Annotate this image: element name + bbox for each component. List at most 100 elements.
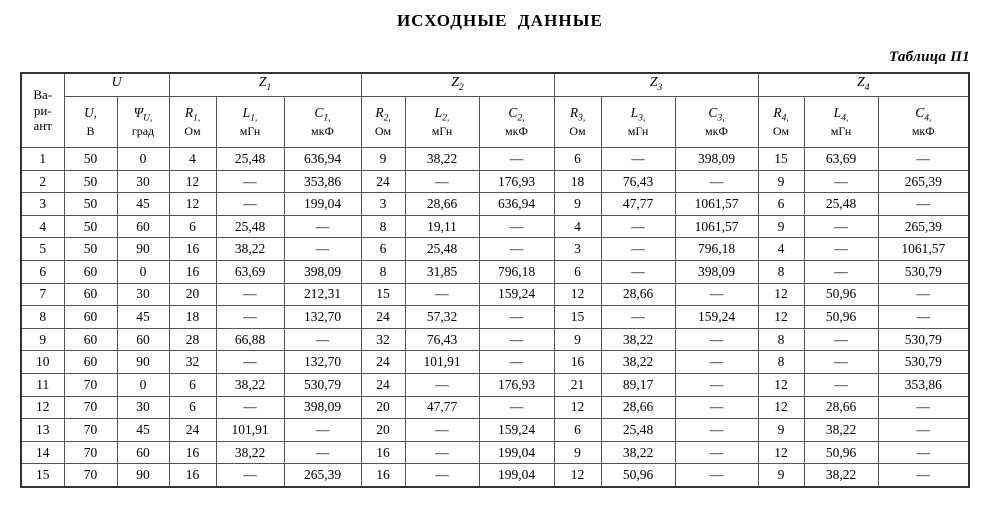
page-title: ИСХОДНЫЕ ДАННЫЕ: [396, 11, 603, 30]
cell-L1: —: [215, 350, 285, 374]
cell-variant: 2: [20, 169, 65, 194]
header-col-r3-symbol-text: R: [569, 105, 579, 121]
header-col-c3-symbol: C3,: [676, 105, 758, 125]
cell-C3: —: [674, 169, 759, 194]
header-col-r2-symbol: R2,: [362, 105, 405, 125]
cell-L4: 28,66: [803, 395, 879, 420]
cell-R1: 12: [168, 169, 217, 194]
cell-C2: 176,93: [478, 169, 555, 194]
cell-R1: 28: [168, 327, 217, 352]
cell-L2: —: [404, 282, 480, 307]
header-col-psiu-unit: град: [131, 123, 155, 138]
cell-L1: 38,22: [215, 440, 285, 465]
cell-R2: 24: [360, 169, 406, 194]
cell-variant: 6: [20, 259, 65, 284]
cell-C3: —: [674, 463, 759, 488]
cell-R4: 9: [757, 418, 805, 442]
cell-L1: 38,22: [215, 237, 285, 261]
cell-L3: —: [600, 259, 676, 284]
cell-C3: 159,24: [674, 305, 759, 329]
cell-C1: 132,70: [283, 350, 362, 374]
header-col-r3-unit: Ом: [569, 123, 586, 138]
cell-variant: 7: [20, 282, 65, 307]
header-col-r4-symbol: R4,: [759, 105, 804, 125]
header-col-u: U, В: [63, 96, 118, 148]
table-row: 10 60 90 32—132,70 24 101,91—16 38,22—8—530,79: [20, 350, 970, 374]
cell-R3: 12: [553, 282, 602, 307]
cell-U: 60: [63, 350, 118, 374]
cell-variant: 10: [20, 350, 65, 374]
cell-R2: 6: [360, 237, 406, 261]
cell-psiU: 30: [116, 169, 170, 194]
header-col-r4-symbol-sub: 4,: [781, 113, 789, 124]
cell-R3: 9: [553, 192, 602, 216]
cell-C1: 398,09: [283, 259, 362, 284]
header-col-l2-symbol-sub: 2,: [442, 113, 450, 124]
cell-variant: 4: [20, 214, 65, 239]
header-col-r1: R1, Ом: [168, 96, 217, 148]
cell-variant: 5: [20, 237, 65, 261]
cell-C4: 530,79: [877, 327, 970, 352]
cell-R2: 24: [360, 305, 406, 329]
cell-variant: 15: [20, 463, 65, 488]
cell-C1: 636,94: [283, 147, 362, 171]
header-col-c3-symbol-sub: 3,: [717, 113, 725, 124]
cell-R2: 24: [360, 350, 406, 374]
cell-U: 70: [63, 395, 118, 420]
header-group-z3-sub: 3: [657, 83, 663, 94]
header-col-c1-symbol-sub: 1,: [323, 113, 331, 124]
cell-R4: 9: [757, 463, 805, 488]
table-body: 1 50 0 4 25,48 636,94 9 38,22—6—398,09 15 63,69—2…: [20, 147, 970, 488]
cell-R1: 18: [168, 305, 217, 329]
cell-C3: —: [674, 418, 759, 442]
header-col-c4-symbol-sub: 4,: [924, 113, 932, 124]
cell-L1: 25,48: [215, 147, 285, 171]
cell-C4: 353,86: [877, 372, 970, 397]
cell-C1: 212,31: [283, 282, 362, 307]
cell-L1: —: [215, 463, 285, 488]
header-variant-line-3: ант: [33, 118, 52, 134]
cell-C4: —: [877, 192, 970, 216]
cell-R2: 20: [360, 418, 406, 442]
cell-L4: —: [803, 327, 879, 352]
cell-L3: 38,22: [600, 440, 676, 465]
table-row: 5 50 90 16 38,22—6 25,48—3—796,18 4—1061,57: [20, 237, 970, 261]
cell-U: 70: [63, 418, 118, 442]
cell-C2: 176,93: [478, 372, 555, 397]
cell-L2: 19,11: [404, 214, 480, 239]
cell-psiU: 90: [116, 463, 170, 488]
cell-variant: 12: [20, 395, 65, 420]
cell-C1: —: [283, 237, 362, 261]
header-col-l2-symbol-text: L: [434, 105, 443, 121]
cell-L1: —: [215, 282, 285, 307]
header-col-c4-symbol-text: C: [915, 105, 925, 121]
header-col-c1: C1, мкФ: [283, 96, 362, 148]
header-col-l4-symbol: L4,: [805, 105, 878, 125]
cell-C1: —: [283, 327, 362, 352]
table-row: 4 50 60 6 25,48—8 19,11—4—1061,57 9—265,39: [20, 214, 970, 239]
header-col-r3-symbol-sub: 3,: [578, 113, 586, 124]
header-col-l4-symbol-text: L: [833, 105, 842, 121]
cell-L1: —: [215, 192, 285, 216]
cell-C2: —: [478, 395, 555, 420]
cell-U: 50: [63, 192, 118, 216]
cell-L1: 38,22: [215, 372, 285, 397]
cell-R4: 6: [757, 192, 805, 216]
cell-variant: 14: [20, 440, 65, 465]
cell-L3: —: [600, 147, 676, 171]
cell-C4: —: [877, 305, 970, 329]
cell-L4: 38,22: [803, 463, 879, 488]
cell-C2: —: [478, 350, 555, 374]
header-group-z2: Z2: [360, 72, 555, 97]
cell-C1: 353,86: [283, 169, 362, 194]
header-col-l3-unit: мГн: [627, 123, 649, 138]
header-col-psiu: ΨU, град: [116, 96, 170, 148]
cell-C4: 530,79: [877, 259, 970, 284]
cell-L3: 47,77: [600, 192, 676, 216]
cell-variant: 3: [20, 192, 65, 216]
header-col-c3-symbol-text: C: [708, 105, 718, 121]
header-col-l1-unit: мГн: [239, 123, 261, 138]
cell-R1: 16: [168, 440, 217, 465]
cell-R4: 8: [757, 259, 805, 284]
cell-C1: 265,39: [283, 463, 362, 488]
